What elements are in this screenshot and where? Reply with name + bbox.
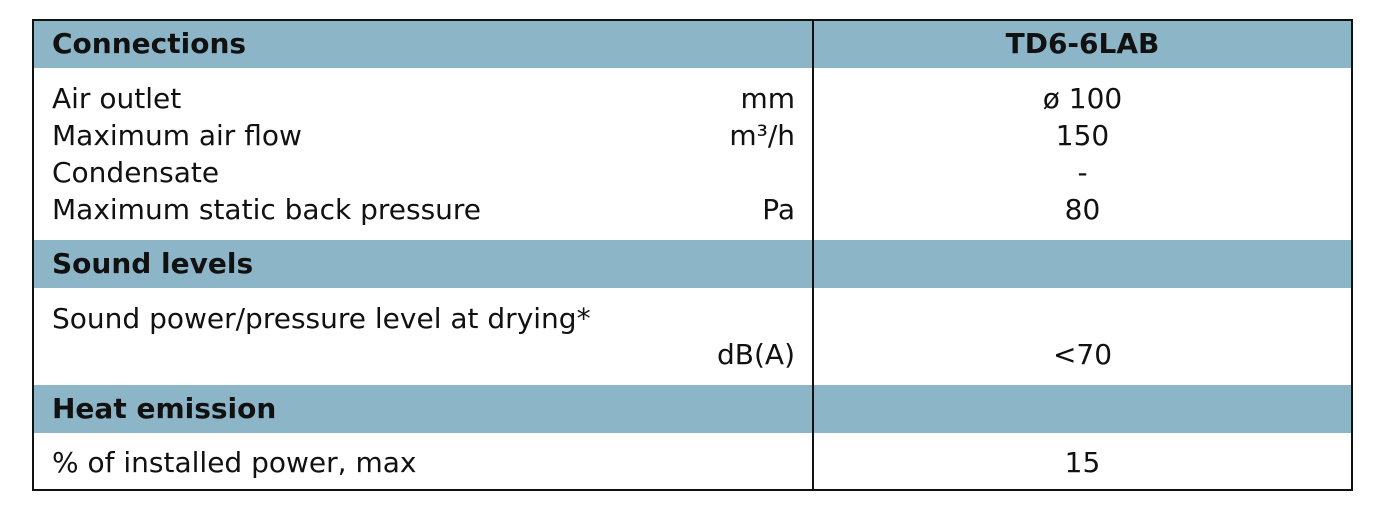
row-value: 15 bbox=[1064, 446, 1101, 479]
row-unit: mm bbox=[740, 82, 795, 115]
section-title: Heat emission bbox=[52, 392, 277, 425]
row-unit: Pa bbox=[762, 193, 795, 226]
row-value: ø 100 bbox=[1042, 82, 1123, 115]
row-value: <70 bbox=[1052, 338, 1113, 371]
border bbox=[33, 19, 1353, 21]
row-label: Air outlet bbox=[52, 82, 182, 115]
column-header: TD6-6LAB bbox=[1005, 27, 1160, 60]
column-divider bbox=[812, 19, 814, 491]
row-label: Condensate bbox=[52, 156, 220, 189]
row-value: 150 bbox=[1055, 119, 1110, 152]
row-unit: dB(A) bbox=[717, 338, 795, 371]
section-band bbox=[33, 385, 1352, 433]
row-value: - bbox=[1077, 156, 1088, 189]
row-unit: m³/h bbox=[729, 119, 795, 152]
section-title: Sound levels bbox=[52, 247, 254, 280]
row-label: % of installed power, max bbox=[52, 446, 417, 479]
row-value: 80 bbox=[1064, 193, 1101, 226]
border bbox=[1351, 19, 1353, 491]
row-label: Sound power/pressure level at drying* bbox=[52, 302, 591, 335]
border bbox=[33, 489, 1353, 491]
row-label: Maximum air flow bbox=[52, 119, 302, 152]
section-title: Connections bbox=[52, 27, 247, 60]
row-label: Maximum static back pressure bbox=[52, 193, 482, 226]
section-band bbox=[33, 240, 1352, 288]
border bbox=[32, 19, 34, 491]
section-band bbox=[33, 20, 1352, 68]
